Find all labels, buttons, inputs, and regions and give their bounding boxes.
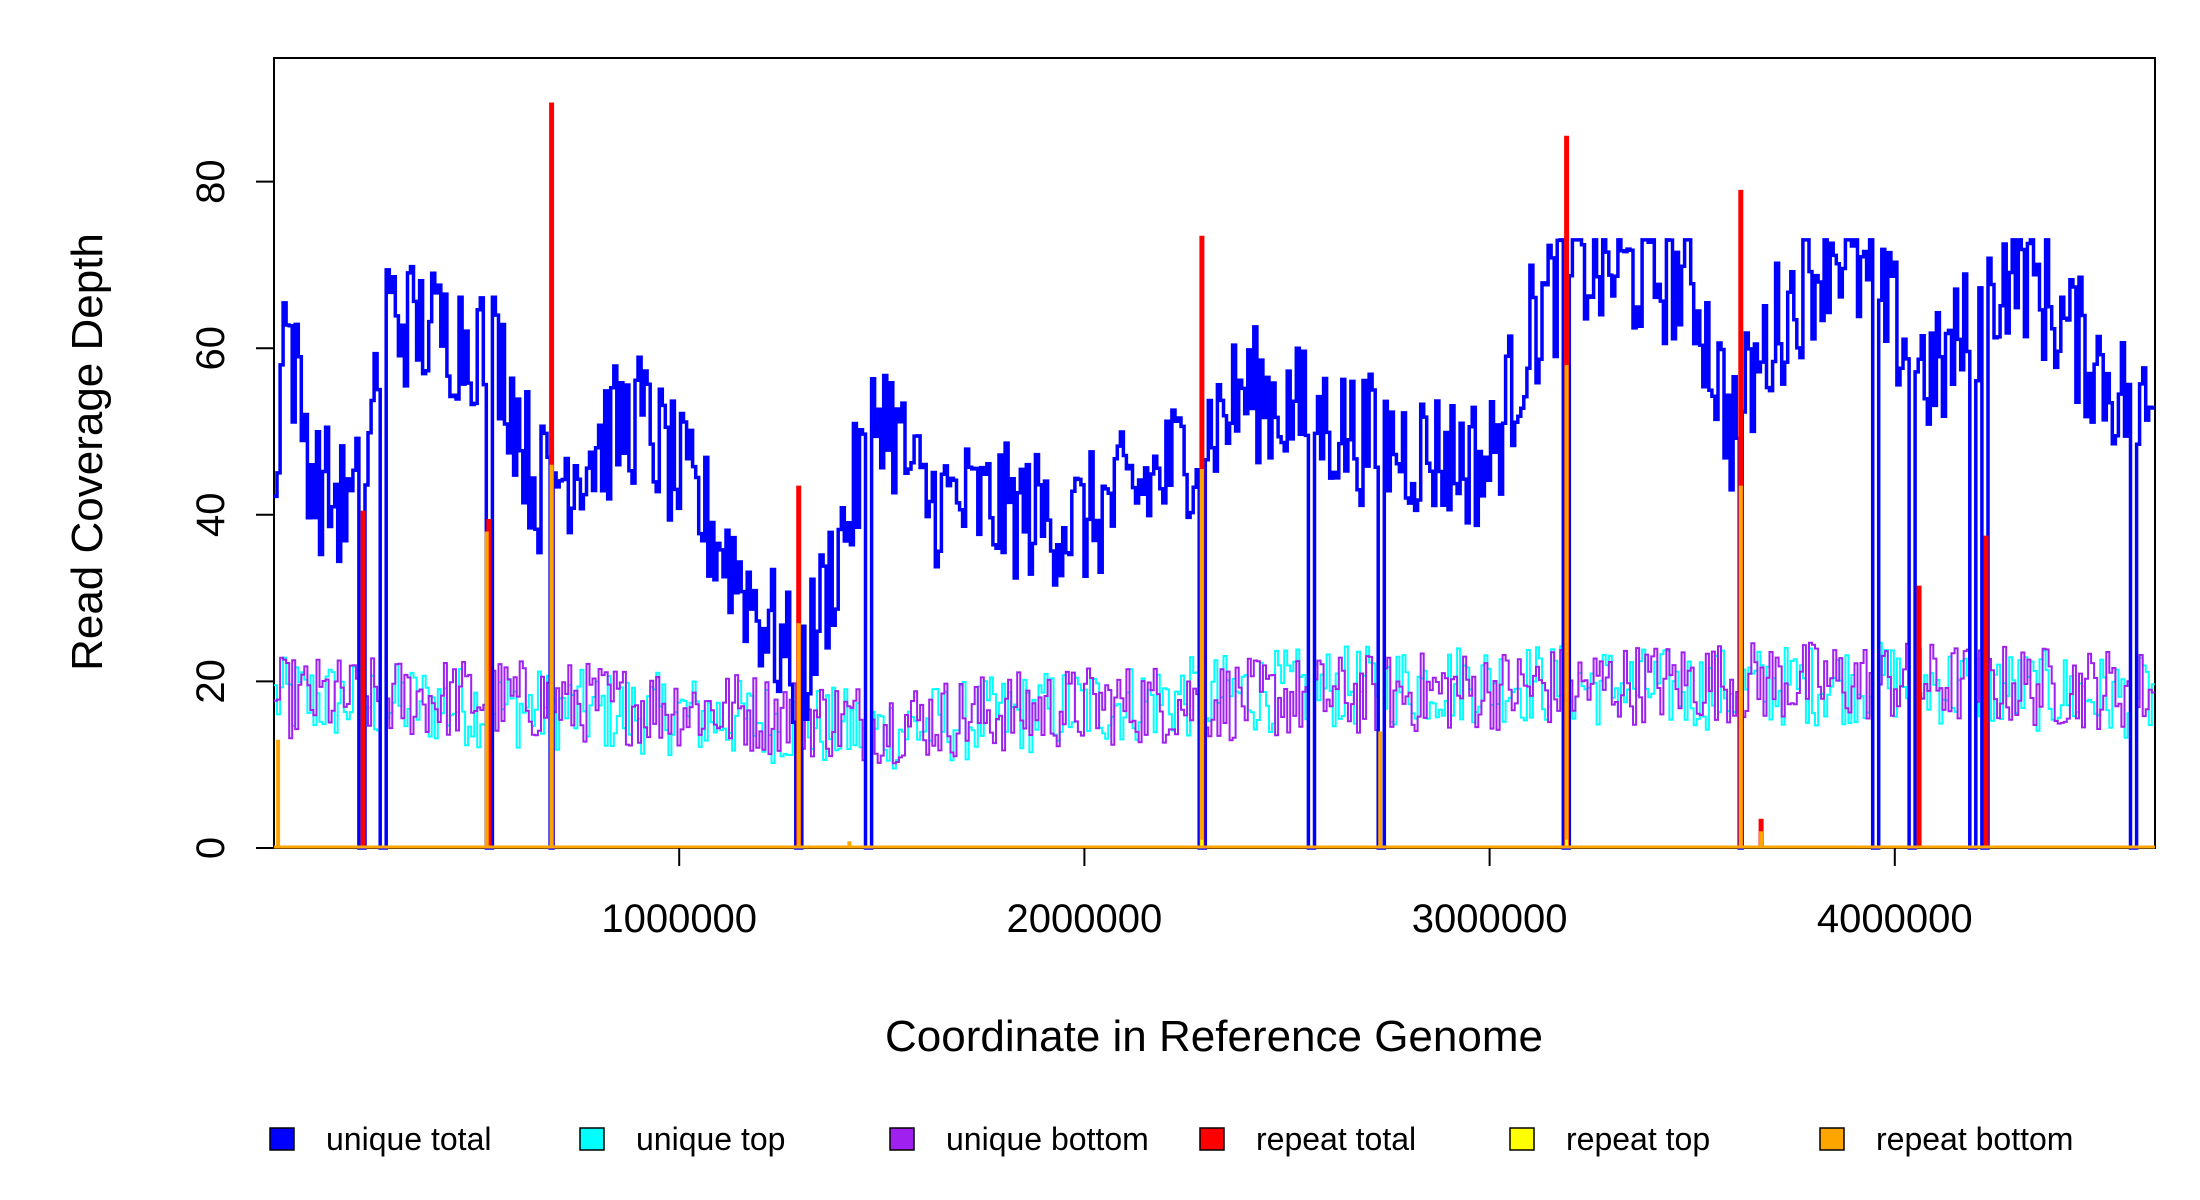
legend-entry-unique-bottom: unique bottom [889,1121,1149,1157]
legend-swatch [579,1127,605,1151]
x-tick-label: 2000000 [1007,897,1163,941]
legend-label: unique bottom [946,1121,1149,1157]
legend: unique total unique top unique bottom repea… [269,1121,2073,1157]
legend-label: unique top [636,1121,785,1157]
legend-label: repeat top [1566,1121,1710,1157]
x-tick-label: 3000000 [1412,897,1568,941]
legend-swatch [1199,1127,1225,1151]
x-tick-label: 4000000 [1817,897,1973,941]
legend-swatch [1819,1127,1845,1151]
legend-entry-unique-total: unique total [269,1121,491,1157]
series-line-unique-total [274,238,2155,850]
legend-entry-repeat-top: repeat top [1509,1121,1710,1157]
legend-label: repeat bottom [1876,1121,2073,1157]
legend-entry-repeat-total: repeat total [1199,1121,1416,1157]
y-tick-label: 0 [189,837,233,859]
legend-entry-repeat-bottom: repeat bottom [1819,1121,2073,1157]
legend-label: unique total [326,1121,491,1157]
legend-swatch [889,1127,915,1151]
y-tick-label: 20 [189,659,233,704]
series-line-unique-bottom [274,641,2155,849]
axes-layer: 1000000 2000000 3000000 4000000 0 20 40 60 80 [189,159,1973,941]
legend-swatch [1509,1127,1535,1151]
legend-swatch [269,1127,295,1151]
legend-label: repeat total [1256,1121,1416,1157]
x-tick-label: 1000000 [601,897,757,941]
y-tick-label: 60 [189,326,233,371]
x-axis-label: Coordinate in Reference Genome [885,1012,1543,1061]
y-tick-label: 80 [189,159,233,204]
y-tick-label: 40 [189,493,233,538]
series-layer [274,102,2155,850]
legend-entry-unique-top: unique top [579,1121,785,1157]
y-axis-label: Read Coverage Depth [63,233,112,671]
